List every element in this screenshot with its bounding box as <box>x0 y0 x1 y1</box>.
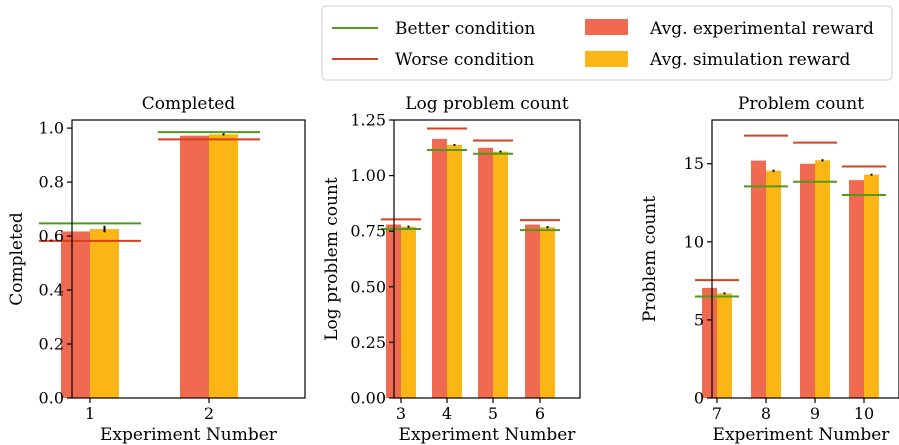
x-tick-label: 4 <box>442 404 452 423</box>
y-axis-label: Log problem count <box>322 177 342 341</box>
bar-experimental-6 <box>525 224 540 398</box>
y-tick-label: 0.2 <box>39 335 64 354</box>
bar-simulation-2 <box>209 134 238 398</box>
x-tick-label: 6 <box>535 404 545 423</box>
x-tick-label: 3 <box>396 404 406 423</box>
bar-experimental-5 <box>478 147 493 398</box>
legend: Better condition Worse condition Avg. ex… <box>321 5 893 81</box>
panel-completed: 0.0 0.2 0.4 0.6 0.8 1.0 1 2 Completed Experiment … <box>7 94 306 445</box>
y-tick-label: 1.25 <box>350 111 386 130</box>
panel-problem-count: 0 5 10 15 7 8 9 10 Problem count Experiment Numbe… <box>640 94 899 445</box>
legend-box <box>321 5 893 81</box>
legend-better-label: Better condition <box>395 19 535 39</box>
legend-experimental-swatch <box>585 19 628 35</box>
bar-simulation-6 <box>540 227 555 398</box>
bar-experimental-8 <box>751 160 766 398</box>
axes-frame <box>71 119 306 399</box>
x-tick-label: 1 <box>85 404 95 423</box>
x-tick-label: 9 <box>810 404 820 423</box>
bar-simulation-10 <box>864 174 879 398</box>
bar-simulation-9 <box>815 160 830 398</box>
y-tick-label: 1.0 <box>39 119 64 138</box>
bar-simulation-4 <box>447 144 462 398</box>
y-tick-label: 0.50 <box>350 277 386 296</box>
bar-simulation-1 <box>90 229 119 398</box>
bar-simulation-7 <box>717 293 732 398</box>
bar-experimental-1 <box>61 231 90 398</box>
x-tick-label: 2 <box>204 404 214 423</box>
y-tick-label: 0.4 <box>39 281 64 300</box>
bar-experimental-9 <box>800 163 815 398</box>
y-tick-label: 0 <box>694 389 704 408</box>
x-axis-label: Experiment Number <box>100 425 278 445</box>
x-tick-label: 8 <box>761 404 771 423</box>
bar-experimental-7 <box>702 287 717 398</box>
legend-simulation-label: Avg. simulation reward <box>649 50 851 70</box>
y-tick-label: 5 <box>694 310 704 329</box>
x-axis-label: Experiment Number <box>399 425 577 445</box>
bar-experimental-4 <box>432 138 447 399</box>
chart-title: Completed <box>142 94 236 114</box>
bar-experimental-2 <box>180 135 209 399</box>
y-tick-label: 0.0 <box>39 389 64 408</box>
y-axis-label: Completed <box>7 212 27 306</box>
panel-log-problem-count: 0.00 0.25 0.50 0.75 1.00 1.25 3 4 5 6 Log problem … <box>322 94 581 445</box>
bar-simulation-5 <box>493 151 508 398</box>
y-tick-label: 0.00 <box>350 389 386 408</box>
y-tick-label: 10 <box>684 232 704 251</box>
y-tick-label: 0.25 <box>350 333 386 352</box>
x-tick-label: 7 <box>712 404 722 423</box>
y-tick-label: 0.8 <box>39 173 64 192</box>
bar-simulation-8 <box>766 170 781 398</box>
x-tick-label: 5 <box>488 404 498 423</box>
bar-simulation-3 <box>401 226 416 398</box>
y-tick-label: 0.75 <box>350 222 386 241</box>
chart-title: Problem count <box>738 94 864 114</box>
legend-simulation-swatch <box>585 51 628 67</box>
bar-experimental-10 <box>849 180 864 398</box>
y-tick-label: 15 <box>684 154 704 173</box>
legend-worse-label: Worse condition <box>395 50 534 70</box>
axes-frame <box>711 119 899 399</box>
x-tick-label: 10 <box>854 404 874 423</box>
y-tick-label: 1.00 <box>350 166 386 185</box>
y-axis-label: Problem count <box>640 196 660 322</box>
axes-frame <box>393 119 581 399</box>
legend-experimental-label: Avg. experimental reward <box>649 19 874 39</box>
y-tick-label: 0.6 <box>39 227 64 246</box>
chart-title: Log problem count <box>405 94 569 114</box>
x-axis-label: Experiment Number <box>713 425 891 445</box>
